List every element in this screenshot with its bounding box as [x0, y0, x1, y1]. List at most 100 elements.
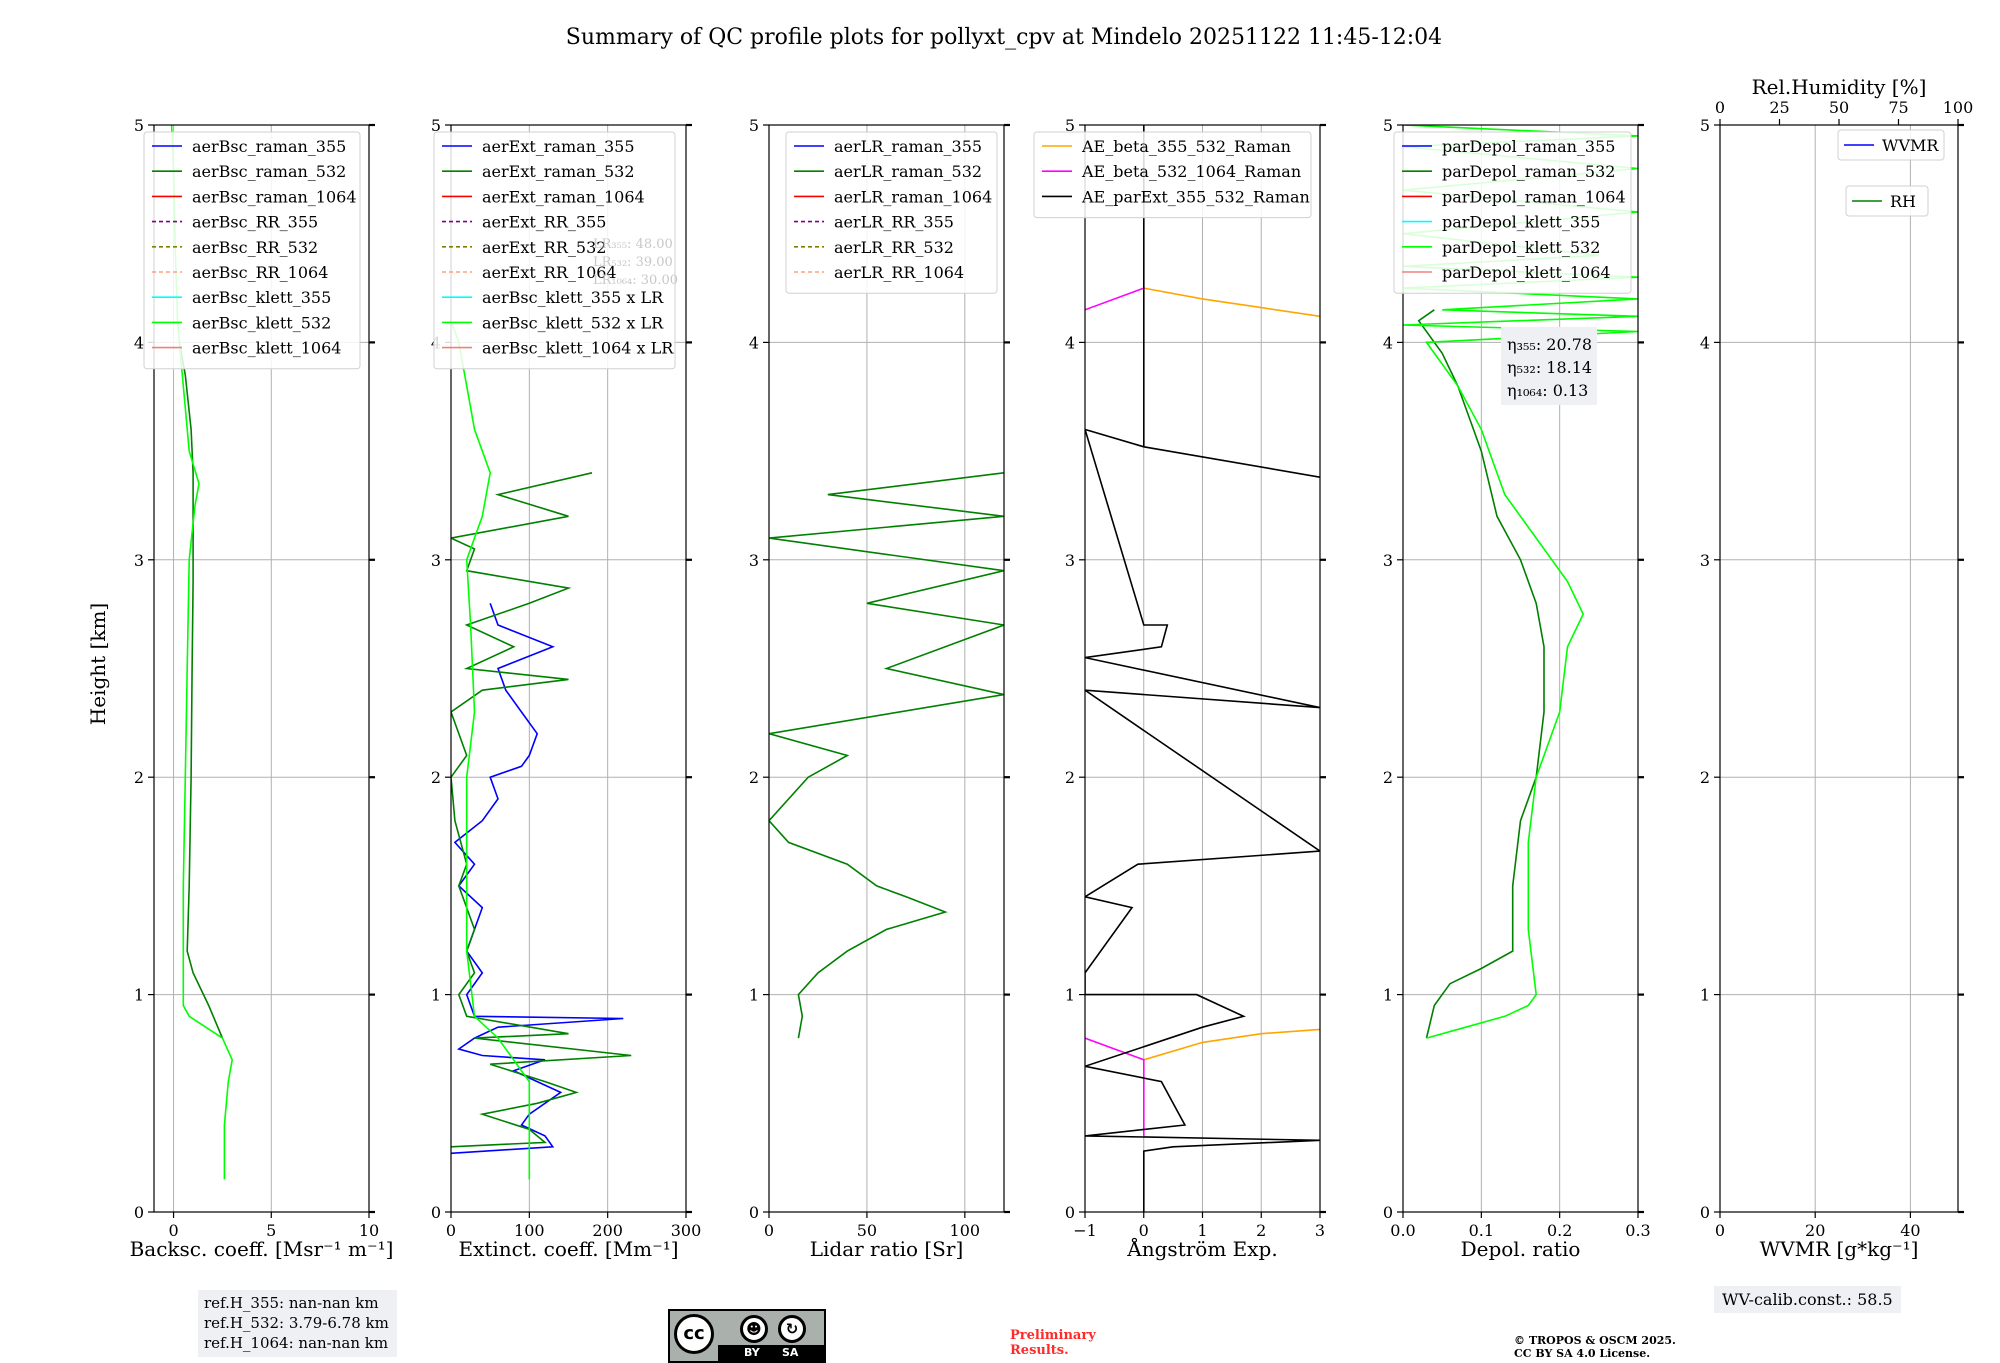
legend-label: aerBsc_klett_1064 x LR [482, 339, 674, 358]
y-tick-label: 3 [749, 551, 759, 570]
legend-box [433, 131, 676, 370]
legend-label: aerBsc_RR_532 [192, 238, 318, 257]
series-line-aerExt_raman_355 [451, 603, 624, 1155]
series-line-AE_beta_532_1064_Raman [1085, 1037, 1145, 1136]
axes-frame [1719, 124, 1959, 1213]
legend-label: aerBsc_RR_355 [192, 213, 318, 232]
y-axis-label: Height [km] [86, 603, 110, 725]
y-tick-label: 3 [1383, 551, 1393, 570]
x-tick-label: 20 [1805, 1221, 1825, 1240]
copyright-line-2: CC BY SA 4.0 License. [1514, 1347, 1651, 1360]
wv-calib-box: WV-calib.const.: 58.5 [1714, 1286, 1901, 1313]
series-line-AE_beta_532_1064_Raman [1085, 287, 1145, 311]
license-sa: SA [782, 1346, 799, 1359]
x-tick-label: 100 [950, 1221, 981, 1240]
y-tick-label: 5 [1065, 116, 1075, 135]
ref-height-1064: ref.H_1064: nan-nan km [204, 1334, 389, 1352]
preliminary-line-1: Preliminary [1010, 1328, 1096, 1343]
x-tick-label: 40 [1900, 1221, 1920, 1240]
y-tick-label: 1 [1383, 986, 1393, 1005]
ref-height-532: ref.H_532: 3.79-6.78 km [204, 1314, 389, 1332]
cc-logo-icon: cc [674, 1314, 714, 1354]
legend-box [143, 131, 361, 370]
legend: aerExt_raman_355 aerExt_raman_532 aerExt_r… [433, 131, 676, 370]
legend-label: aerExt_raman_532 [482, 162, 635, 181]
y-tick-label: 2 [1700, 768, 1710, 787]
x-axis-label: Lidar ratio [Sr] [810, 1237, 964, 1261]
axes-frame [1402, 124, 1639, 1213]
top-axis-label: Rel.Humidity [%] [1752, 75, 1927, 99]
y-tick-label: 5 [1383, 116, 1393, 135]
x-tick-label: 0 [764, 1221, 774, 1240]
x-tick-label: 50 [857, 1221, 877, 1240]
x-axis-label: Extinct. coeff. [Mm⁻¹] [458, 1237, 678, 1261]
preliminary-line-2: Results. [1010, 1343, 1069, 1358]
top-x-tick-label: 50 [1829, 98, 1849, 117]
eta-label: η₁₀₆₄: 0.13 [1507, 381, 1588, 400]
y-tick-label: 1 [749, 986, 759, 1005]
y-tick-label: 1 [1065, 986, 1075, 1005]
legend-label: aerExt_RR_355 [482, 213, 606, 232]
legend-label: AE_beta_355_532_Raman [1081, 137, 1291, 156]
legend-label: RH [1890, 192, 1916, 211]
eta-box [1501, 327, 1597, 405]
y-tick-label: 5 [134, 116, 144, 135]
panel-depolarization: 0.0 0.1 0.2 0.3 0 1 2 3 4 5 Depol. ratio parDepol_r… [1383, 116, 1651, 1261]
copyright-line-1: © TROPOS & OSCM 2025. [1514, 1334, 1676, 1347]
x-tick-label: 10 [359, 1221, 379, 1240]
top-x-tick-label: 75 [1888, 98, 1908, 117]
legend-label: AE_beta_532_1064_Raman [1081, 162, 1301, 181]
legend-label: aerExt_RR_532 [482, 238, 606, 257]
legend-label: parDepol_raman_355 [1442, 137, 1615, 156]
legend-label: aerBsc_klett_532 x LR [482, 313, 664, 332]
y-tick-label: 4 [1700, 333, 1710, 352]
legend-label: aerLR_raman_355 [834, 137, 982, 156]
y-tick-label: 3 [134, 551, 144, 570]
series-line-aerBsc_klett_532 x LR [451, 320, 531, 1180]
legend-label: aerBsc_RR_1064 [192, 263, 328, 282]
license-by: BY [744, 1346, 760, 1359]
y-tick-label: 4 [749, 333, 759, 352]
legend-label: aerBsc_raman_355 [192, 137, 346, 156]
legend-label: AE_parExt_355_532_Raman [1081, 187, 1310, 206]
x-axis-label: Depol. ratio [1461, 1237, 1581, 1261]
y-tick-label: 2 [134, 768, 144, 787]
series-line-AE_beta_355_532_Raman [1143, 1028, 1320, 1061]
x-tick-label: 3 [1315, 1221, 1325, 1240]
share-alike-icon: ↻ [778, 1315, 806, 1343]
top-x-tick-label: 25 [1769, 98, 1789, 117]
panel-lidar_ratio: 0 50 100 0 1 2 3 4 5 Lidar ratio [Sr] aerLR_raman_… [749, 116, 1010, 1261]
cc-license-badge[interactable]: cc ☻ ↻ BY SA [668, 1309, 826, 1363]
preliminary-note: Preliminary Results. [1010, 1328, 1096, 1358]
x-tick-label: 0 [446, 1221, 456, 1240]
legend-label: aerLR_RR_1064 [834, 263, 964, 282]
y-tick-label: 3 [431, 551, 441, 570]
figure-title: Summary of QC profile plots for pollyxt_… [566, 25, 1442, 50]
legend: aerBsc_raman_355 aerBsc_raman_532 aerBsc_r… [143, 131, 361, 370]
legend-label: aerBsc_raman_1064 [192, 187, 357, 206]
y-tick-label: 0 [749, 1203, 759, 1222]
x-tick-label: 200 [592, 1221, 623, 1240]
x-tick-label: 100 [514, 1221, 545, 1240]
legend-label: WVMR [1882, 136, 1939, 155]
x-axis-label: Ångström Exp. [1126, 1236, 1277, 1261]
y-tick-label: 1 [134, 986, 144, 1005]
ref-heights-box: ref.H_355: nan-nan km ref.H_532: 3.79-6.… [198, 1290, 397, 1357]
legend-label: aerBsc_raman_532 [192, 162, 346, 181]
legend-label: parDepol_klett_532 [1442, 238, 1600, 257]
legend-label: aerBsc_klett_355 x LR [482, 288, 664, 307]
x-axis-label: Backsc. coeff. [Msr⁻¹ m⁻¹] [130, 1237, 394, 1261]
x-tick-label: 0.0 [1390, 1221, 1415, 1240]
x-tick-label: 0 [1715, 1221, 1725, 1240]
y-tick-label: 2 [749, 768, 759, 787]
legend-box [1837, 129, 1945, 161]
legend: WVMR RH [1837, 129, 1945, 217]
legend-label: aerExt_raman_1064 [482, 187, 645, 206]
legend-label: aerLR_raman_532 [834, 162, 982, 181]
y-tick-label: 5 [1700, 116, 1710, 135]
y-tick-label: 5 [431, 116, 441, 135]
y-tick-label: 0 [1065, 1203, 1075, 1222]
